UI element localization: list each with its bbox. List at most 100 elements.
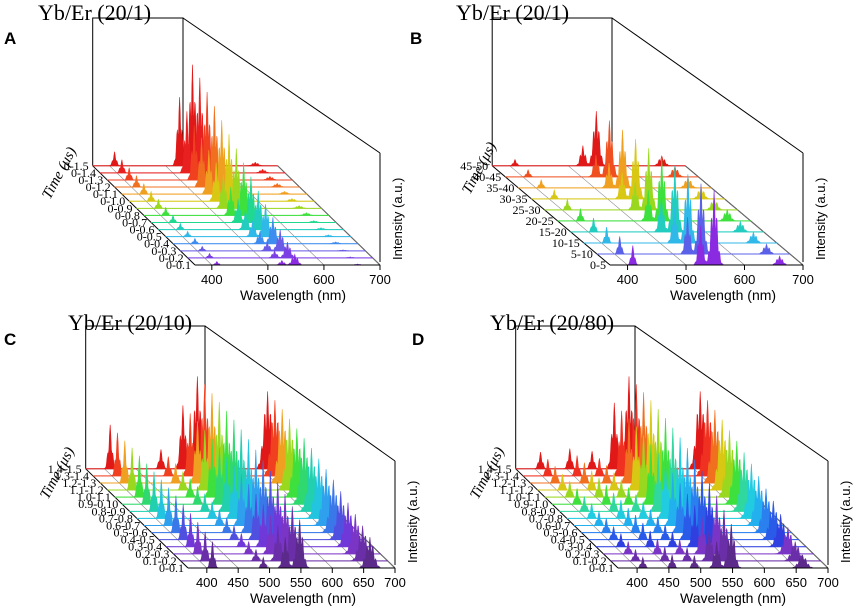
intensity-axis-label: Intensity (a.u.)	[838, 481, 853, 563]
x-tick-label: 700	[384, 575, 406, 590]
time-tick-label: 0-0.5	[137, 230, 162, 244]
x-tick-label: 600	[313, 272, 335, 287]
time-tick-label: 5-10	[571, 247, 593, 261]
time-tick-label: 40-45	[473, 170, 501, 184]
grid-line	[568, 165, 687, 266]
time-tick-label: 0.2-0.3	[135, 547, 169, 561]
time-tick-label: 1.3-1.4	[55, 469, 89, 483]
back-wall-frame	[92, 17, 184, 166]
x-tick-label: 500	[690, 575, 712, 590]
back-wall-diagonal	[611, 17, 804, 154]
panel-title: Yb/Er (20/80)	[490, 310, 614, 335]
x-tick-label: 400	[626, 575, 648, 590]
spectrum-trace	[504, 120, 699, 178]
time-tick-label: 0-5	[590, 258, 606, 272]
time-tick-label: 1.0-1.1	[77, 490, 111, 504]
time-tick-label: 0.8-0.9	[92, 504, 126, 518]
spectrum-trace	[530, 138, 726, 200]
x-axis-label: Wavelength (nm)	[670, 287, 776, 303]
time-tick-label: 0-0.2	[159, 251, 184, 265]
time-tick-label: 25-30	[513, 203, 541, 217]
time-tick-label: 0-0.3	[151, 244, 176, 258]
time-tick-label: 0-0.7	[122, 215, 147, 229]
back-wall-diagonal	[634, 325, 829, 462]
time-tick-label: 15-20	[539, 225, 567, 239]
time-tick-label: 0-1.5	[64, 159, 89, 173]
time-tick-label: 1.1-1.2	[70, 483, 104, 497]
grid-line	[509, 165, 628, 266]
time-tick-label: 1.2-1.3	[492, 476, 526, 490]
grid-line	[685, 165, 804, 266]
panel-label: D	[412, 330, 424, 349]
panel-title: Yb/Er (20/1)	[38, 0, 151, 25]
time-tick-label: 0.5-0.6	[543, 526, 577, 540]
intensity-axis-label: Intensity (a.u.)	[390, 178, 405, 260]
time-tick-label: 0.9-1.0	[514, 497, 548, 511]
time-tick-label: 0.1-0.2	[573, 554, 607, 568]
spectrum-trace	[544, 148, 738, 211]
time-tick-label: 0-1.4	[71, 166, 96, 180]
panel-label: C	[4, 330, 16, 349]
time-tick-label: 0-0.1	[589, 561, 614, 575]
spectrum-trace	[492, 111, 686, 167]
time-tick-label: 0-0.1	[166, 258, 191, 272]
time-tick-label: 1.0-1.1	[507, 490, 541, 504]
time-tick-label: 0-0.9	[108, 201, 133, 215]
x-tick-label: 550	[290, 575, 312, 590]
time-tick-label: 0.4-0.5	[551, 533, 585, 547]
time-tick-label: 1.1-1.2	[500, 483, 534, 497]
x-tick-label: 600	[754, 575, 776, 590]
intensity-axis-label: Intensity (a.u.)	[813, 178, 828, 260]
x-tick-label: 700	[792, 272, 814, 287]
x-tick-label: 600	[734, 272, 756, 287]
time-tick-label: 45-50	[460, 159, 488, 173]
panel-c: 1.4-1.51.3-1.41.2-1.31.1-1.21.0-1.10.9-0…	[4, 310, 420, 606]
time-tick-label: 0-0.4	[144, 237, 169, 251]
x-tick-label: 500	[259, 575, 281, 590]
back-wall-frame	[491, 17, 613, 166]
time-tick-label: 10-15	[552, 236, 580, 250]
x-tick-label: 500	[257, 272, 279, 287]
panel-d: 1.4-1.51.3-1.41.2-1.31.1-1.21.0-1.10.9-1…	[412, 310, 853, 606]
x-tick-label: 700	[817, 575, 839, 590]
time-tick-label: 0.8-0.9	[522, 504, 556, 518]
time-tick-label: 0.9-0.10	[78, 497, 118, 511]
time-tick-label: 0.2-0.3	[565, 547, 599, 561]
panel-title: Yb/Er (20/10)	[68, 310, 192, 335]
x-tick-label: 550	[722, 575, 744, 590]
time-tick-label: 0.5-0.6	[113, 526, 147, 540]
time-tick-label: 35-40	[486, 181, 514, 195]
x-tick-label: 450	[227, 575, 249, 590]
x-tick-label: 650	[353, 575, 375, 590]
time-tick-label: 20-25	[526, 214, 554, 228]
time-tick-label: 1.4-1.5	[478, 462, 512, 476]
x-tick-label: 500	[675, 272, 697, 287]
time-tick-label: 1.2-1.3	[62, 476, 96, 490]
intensity-axis-label: Intensity (a.u.)	[405, 481, 420, 563]
time-tick-label: 0-1.0	[100, 194, 125, 208]
time-tick-label: 0.7-0.8	[529, 511, 563, 525]
time-tick-label: 0.3-0.4	[558, 540, 592, 554]
time-axis	[491, 165, 611, 266]
time-tick-label: 0.1-0.2	[143, 554, 177, 568]
time-tick-label: 0.3-0.4	[128, 540, 162, 554]
time-tick-label: 0-0.8	[115, 208, 140, 222]
x-tick-label: 600	[321, 575, 343, 590]
x-axis-label: Wavelength (nm)	[680, 590, 786, 606]
time-tick-label: 0.7-0.8	[99, 511, 133, 525]
x-tick-label: 400	[201, 272, 223, 287]
back-wall-diagonal	[204, 325, 396, 462]
time-tick-label: 0.6-0.7	[106, 518, 140, 532]
spectrum-trace	[517, 129, 712, 189]
time-tick-label: 1.3-1.4	[485, 469, 519, 483]
x-tick-label: 700	[369, 272, 391, 287]
time-tick-label: 0-0.1	[159, 561, 184, 575]
time-tick-label: 0-1.1	[93, 187, 118, 201]
time-tick-label: 0-1.3	[78, 173, 103, 187]
panel-b: 45-5040-4535-4030-3525-3020-2515-2010-15…	[410, 0, 828, 303]
panel-label: A	[4, 29, 16, 48]
time-tick-label: 1.4-1.5	[48, 462, 82, 476]
time-tick-label: 0-0.6	[129, 223, 154, 237]
panel-label: B	[410, 29, 422, 48]
